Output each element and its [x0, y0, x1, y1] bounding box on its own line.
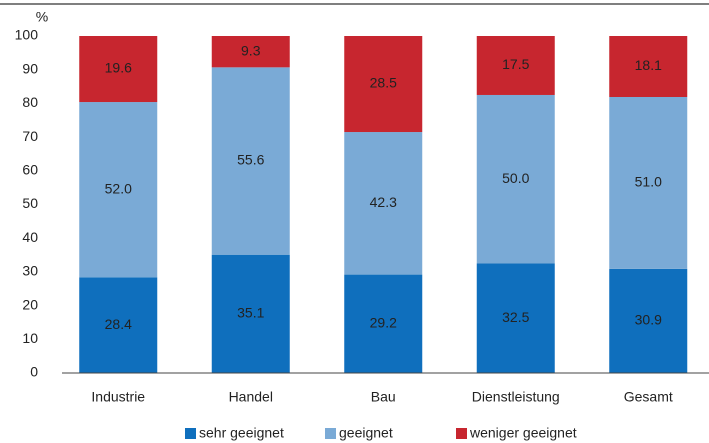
- y-tick-label: 0: [30, 364, 38, 380]
- x-tick-label: Dienstleistung: [472, 389, 560, 405]
- data-label: 52.0: [105, 180, 132, 196]
- x-tick-label: Industrie: [91, 389, 145, 405]
- bar-segment: [211, 67, 290, 255]
- data-label: 17.5: [502, 56, 529, 72]
- bar-segment: [609, 268, 688, 373]
- y-tick-label: 100: [15, 27, 39, 43]
- data-label: 19.6: [105, 60, 132, 76]
- data-label: 50.0: [502, 170, 529, 186]
- bar-segment: [609, 96, 688, 269]
- legend-label: geeignet: [339, 425, 393, 441]
- legend-label: sehr geeignet: [199, 425, 284, 441]
- bar-segment: [476, 94, 555, 264]
- x-tick-label: Handel: [229, 389, 273, 405]
- unit-label: %: [36, 9, 48, 25]
- data-label: 28.4: [105, 316, 132, 332]
- legend-swatch: [456, 428, 467, 439]
- bar-segment: [344, 274, 423, 373]
- bar-segment: [211, 254, 290, 373]
- x-tick-label: Bau: [371, 389, 396, 405]
- y-tick-label: 80: [22, 94, 38, 110]
- bar-segment: [79, 102, 158, 278]
- data-label: 51.0: [635, 174, 662, 190]
- y-tick-label: 50: [22, 195, 38, 211]
- y-tick-label: 60: [22, 162, 38, 178]
- y-tick-label: 20: [22, 296, 38, 312]
- data-label: 35.1: [237, 305, 264, 321]
- bar-segment: [79, 36, 158, 103]
- data-label: 42.3: [370, 194, 397, 210]
- bar-segment: [79, 277, 158, 373]
- x-tick-label: Gesamt: [624, 389, 673, 405]
- legend-swatch: [325, 428, 336, 439]
- data-label: 55.6: [237, 152, 264, 168]
- bar-segment: [344, 132, 423, 275]
- bar-segment: [476, 36, 555, 95]
- legend-label: weniger geeignet: [469, 425, 577, 441]
- bar-segment: [211, 36, 290, 68]
- data-label: 28.5: [370, 75, 397, 91]
- y-tick-label: 40: [22, 229, 38, 245]
- data-label: 32.5: [502, 309, 529, 325]
- data-label: 29.2: [370, 315, 397, 331]
- data-label: 30.9: [635, 312, 662, 328]
- y-tick-label: 30: [22, 263, 38, 279]
- bar-segment: [609, 36, 688, 97]
- data-label: 18.1: [635, 57, 662, 73]
- bar-segment: [476, 263, 555, 373]
- legend-swatch: [185, 428, 196, 439]
- y-tick-label: 90: [22, 60, 38, 76]
- y-tick-label: 70: [22, 128, 38, 144]
- data-label: 9.3: [241, 42, 261, 58]
- y-tick-label: 10: [22, 330, 38, 346]
- bar-segment: [344, 36, 423, 133]
